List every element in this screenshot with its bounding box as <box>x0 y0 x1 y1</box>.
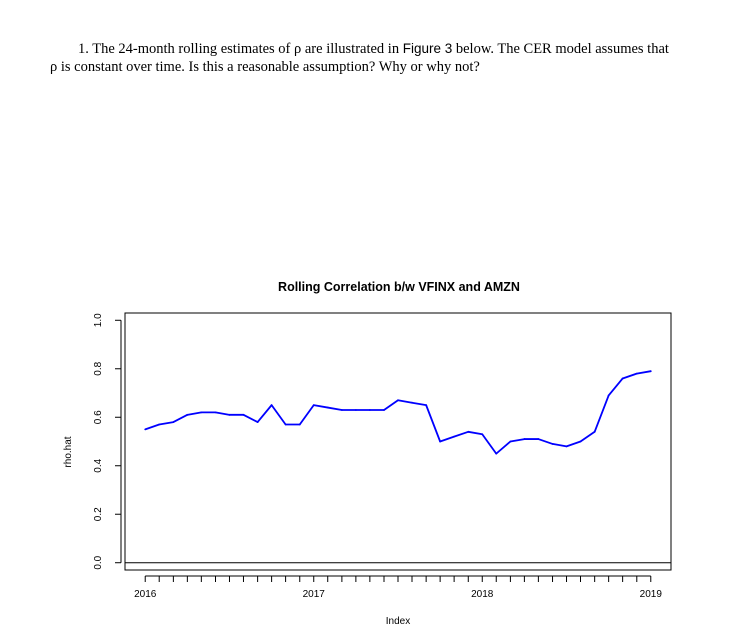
plot-frame <box>124 312 672 571</box>
data-point <box>467 430 470 433</box>
question-line-2: ρ is constant over time. Is this a reaso… <box>50 59 480 75</box>
question-text-part2: below. The CER model assumes that <box>455 41 669 57</box>
data-point <box>593 430 596 433</box>
data-point <box>340 409 343 411</box>
data-point <box>425 404 428 407</box>
data-point <box>158 423 161 426</box>
data-point <box>481 433 484 436</box>
data-point <box>383 409 385 411</box>
data-point <box>298 423 301 426</box>
data-point <box>579 440 582 443</box>
data-point <box>509 440 512 443</box>
data-point <box>565 445 568 448</box>
y-tick-label: 0.2 <box>93 507 104 521</box>
y-tick-label: 0.4 <box>93 458 104 472</box>
data-point <box>312 404 315 407</box>
data-point <box>523 438 526 440</box>
data-point <box>144 428 147 431</box>
data-point <box>270 404 273 407</box>
data-point <box>228 413 231 416</box>
data-point <box>495 452 498 455</box>
data-point <box>635 372 638 375</box>
x-tick-label: 2019 <box>640 589 663 600</box>
data-point <box>326 406 329 409</box>
figure-reference: Figure 3 <box>402 41 453 56</box>
data-point <box>242 413 245 416</box>
data-point <box>411 401 413 404</box>
data-point <box>256 421 259 424</box>
data-point <box>649 370 652 373</box>
x-tick-label: 2018 <box>471 589 494 600</box>
y-tick-label: 1.0 <box>93 313 104 327</box>
data-point <box>453 435 456 438</box>
question-number: 1. <box>78 41 89 57</box>
x-tick-label: 2016 <box>134 589 157 600</box>
data-point <box>368 409 371 411</box>
x-axis-label: Index <box>386 616 410 627</box>
x-axis: 2016 2017 2018 2019 <box>134 575 663 600</box>
rho-hat-data-points <box>144 370 652 455</box>
data-point <box>439 440 442 443</box>
data-point <box>354 409 357 411</box>
chart-title: Rolling Correlation b/w VFINX and AMZN <box>278 280 520 294</box>
data-point <box>200 411 203 414</box>
y-tick-label: 0.0 <box>93 555 104 569</box>
y-tick-label: 0.8 <box>93 361 104 375</box>
data-point <box>172 421 175 424</box>
y-tick-label: 0.6 <box>93 410 104 424</box>
data-point <box>537 438 540 440</box>
data-point <box>214 411 217 414</box>
data-point <box>607 394 610 397</box>
data-point <box>551 443 554 445</box>
y-axis: 0.0 0.2 0.4 0.6 0.8 1.0 <box>93 313 122 570</box>
data-point <box>397 399 399 402</box>
question-line-1: 1. The 24-month rolling estimates of ρ a… <box>50 40 690 58</box>
x-tick-label: 2017 <box>303 589 326 600</box>
data-point <box>284 423 287 426</box>
question-text-part1: The 24-month rolling estimates of ρ are … <box>92 41 400 57</box>
data-point <box>186 413 189 416</box>
question-text: 1. The 24-month rolling estimates of ρ a… <box>50 40 690 76</box>
data-point <box>621 377 624 380</box>
y-axis-label: rho.hat <box>63 436 74 467</box>
rho-hat-series-line <box>144 370 651 455</box>
